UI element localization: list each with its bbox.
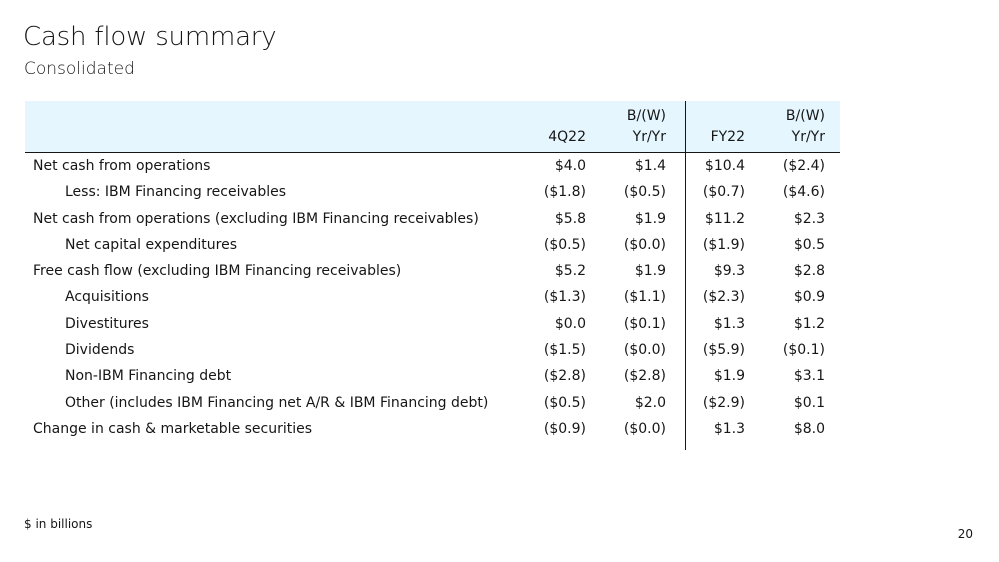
cell-fy22-yoy: $0.1 [793, 394, 825, 411]
row-label: Divestitures [65, 315, 149, 332]
cell-fy22: $10.4 [704, 158, 745, 174]
cell-fy22-yoy: ($2.4) [782, 158, 825, 174]
row-label: Less: IBM Financing receivables [65, 184, 287, 201]
cell-4q22-yoy: $1.9 [634, 210, 666, 227]
header-fy22: FY22 [711, 127, 745, 148]
header-4q22-yoy-line1: B/(W) [626, 108, 666, 124]
cell-4q22: ($2.8) [543, 368, 586, 385]
table-row: Change in cash & marketable securities (… [25, 416, 840, 442]
table-row: Net cash from operations $4.0 $1.4 $10.4… [25, 153, 840, 179]
row-label: Other (includes IBM Financing net A/R & … [65, 394, 489, 411]
cell-fy22: ($5.9) [702, 342, 745, 359]
cell-4q22: ($1.8) [543, 184, 586, 201]
table-row: Net cash from operations (excluding IBM … [25, 206, 840, 232]
table-row: Less: IBM Financing receivables ($1.8) (… [25, 179, 840, 205]
cell-fy22: ($1.9) [702, 236, 745, 253]
page-title: Cash flow summary [23, 22, 277, 52]
row-label: Change in cash & marketable securities [33, 420, 313, 437]
cell-fy22-yoy: $8.0 [793, 420, 825, 437]
header-4q22-yoy: B/(W) Yr/Yr [627, 106, 666, 148]
table-header: 4Q22 B/(W) Yr/Yr FY22 B/(W) Yr/Yr [25, 101, 840, 153]
cell-fy22-yoy: $3.1 [793, 368, 825, 385]
cell-4q22-yoy: ($2.8) [623, 368, 666, 385]
header-fy22-yoy-line2: Yr/Yr [791, 129, 825, 145]
table-row: Acquisitions ($1.3) ($1.1) ($2.3) $0.9 [25, 284, 840, 310]
cell-4q22-yoy: $1.9 [634, 263, 666, 280]
cell-fy22-yoy: $0.9 [793, 289, 825, 306]
cell-4q22-yoy: ($0.0) [623, 342, 666, 359]
cell-fy22: $1.3 [713, 315, 745, 332]
cell-4q22-yoy: $2.0 [634, 394, 666, 411]
header-4q22-label: 4Q22 [548, 129, 586, 145]
row-label: Dividends [65, 342, 135, 359]
cell-fy22: $1.3 [713, 420, 745, 437]
header-fy22-yoy-line1: B/(W) [785, 108, 825, 124]
table-row: Free cash flow (excluding IBM Financing … [25, 258, 840, 284]
units-footnote: $ in billions [24, 517, 93, 531]
cell-4q22-yoy: ($0.5) [623, 184, 666, 201]
cell-4q22-yoy: ($1.1) [623, 289, 666, 306]
row-label: Acquisitions [65, 289, 149, 306]
cell-fy22-yoy: $2.3 [793, 210, 825, 227]
table-row: Other (includes IBM Financing net A/R & … [25, 390, 840, 416]
table-row: Non-IBM Financing debt ($2.8) ($2.8) $1.… [25, 363, 840, 389]
header-4q22-yoy-line2: Yr/Yr [632, 129, 666, 145]
row-label: Net cash from operations [33, 158, 211, 174]
table-row: Dividends ($1.5) ($0.0) ($5.9) ($0.1) [25, 337, 840, 363]
cell-fy22-yoy: $0.5 [793, 236, 825, 253]
cell-4q22: ($0.5) [543, 394, 586, 411]
cell-4q22-yoy: $1.4 [634, 158, 666, 174]
cash-flow-table: 4Q22 B/(W) Yr/Yr FY22 B/(W) Yr/Yr Net ca… [25, 101, 840, 450]
cell-fy22: ($2.9) [702, 394, 745, 411]
cell-fy22: $1.9 [713, 368, 745, 385]
table-row: Divestitures $0.0 ($0.1) $1.3 $1.2 [25, 311, 840, 337]
cell-4q22: $5.8 [554, 210, 586, 227]
header-fy22-yoy: B/(W) Yr/Yr [786, 106, 825, 148]
column-divider [685, 101, 686, 450]
header-4q22: 4Q22 [548, 127, 586, 148]
row-label: Net capital expenditures [65, 236, 238, 253]
cell-4q22-yoy: ($0.0) [623, 420, 666, 437]
header-fy22-label: FY22 [710, 129, 745, 145]
cell-4q22: ($0.9) [543, 420, 586, 437]
cell-4q22: $5.2 [554, 263, 586, 280]
cell-4q22-yoy: ($0.0) [623, 236, 666, 253]
cell-fy22-yoy: ($0.1) [782, 342, 825, 359]
page-number: 20 [957, 527, 973, 541]
cell-fy22-yoy: $2.8 [793, 263, 825, 280]
cell-fy22: $9.3 [713, 263, 745, 280]
table-row: Net capital expenditures ($0.5) ($0.0) (… [25, 232, 840, 258]
cell-fy22: ($2.3) [702, 289, 745, 306]
page-subtitle: Consolidated [24, 59, 135, 79]
cell-4q22: ($1.5) [543, 342, 586, 359]
cell-fy22-yoy: ($4.6) [782, 184, 825, 201]
row-label: Net cash from operations (excluding IBM … [33, 210, 479, 227]
row-label: Non-IBM Financing debt [65, 368, 232, 385]
cell-fy22: ($0.7) [702, 184, 745, 201]
cell-4q22: $4.0 [554, 158, 586, 174]
cell-4q22: ($0.5) [543, 236, 586, 253]
cell-fy22-yoy: $1.2 [793, 315, 825, 332]
row-label: Free cash flow (excluding IBM Financing … [33, 263, 402, 280]
cell-4q22: ($1.3) [543, 289, 586, 306]
table-body: Net cash from operations $4.0 $1.4 $10.4… [25, 153, 840, 442]
cell-fy22: $11.2 [704, 210, 745, 227]
cell-4q22: $0.0 [554, 315, 586, 332]
cell-4q22-yoy: ($0.1) [623, 315, 666, 332]
